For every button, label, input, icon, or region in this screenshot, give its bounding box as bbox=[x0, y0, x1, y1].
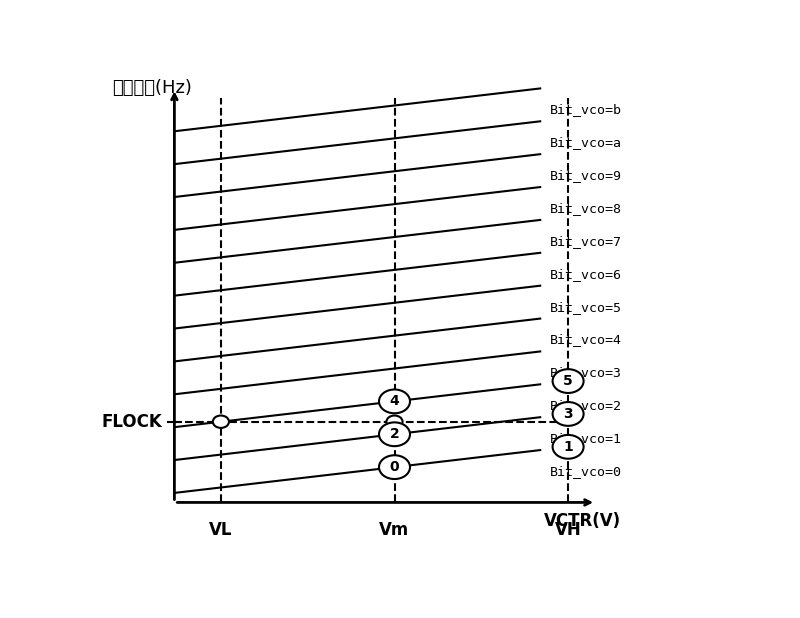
Text: Vm: Vm bbox=[379, 522, 410, 540]
Circle shape bbox=[379, 389, 410, 413]
Text: 3: 3 bbox=[563, 407, 573, 421]
Circle shape bbox=[553, 402, 584, 426]
Text: Bit_vco=b: Bit_vco=b bbox=[550, 103, 622, 116]
Text: Bit_vco=5: Bit_vco=5 bbox=[550, 300, 622, 313]
Text: 1: 1 bbox=[563, 440, 573, 454]
Text: Bit_vco=9: Bit_vco=9 bbox=[550, 169, 622, 182]
Text: Bit_vco=3: Bit_vco=3 bbox=[550, 366, 622, 379]
Text: Bit_vco=1: Bit_vco=1 bbox=[550, 432, 622, 445]
Text: Bit_vco=2: Bit_vco=2 bbox=[550, 399, 622, 412]
Circle shape bbox=[213, 415, 229, 428]
Text: 2: 2 bbox=[390, 427, 399, 441]
Text: VH: VH bbox=[554, 522, 582, 540]
Circle shape bbox=[553, 435, 584, 459]
Text: Bit_vco=8: Bit_vco=8 bbox=[550, 202, 622, 215]
Text: 5: 5 bbox=[563, 374, 573, 388]
Circle shape bbox=[553, 369, 584, 393]
Text: FLOCK: FLOCK bbox=[102, 413, 162, 431]
Text: VCTR(V): VCTR(V) bbox=[544, 512, 621, 530]
Text: Bit_vco=6: Bit_vco=6 bbox=[550, 268, 622, 281]
Circle shape bbox=[386, 415, 402, 428]
Text: Bit_vco=0: Bit_vco=0 bbox=[550, 465, 622, 478]
Text: 0: 0 bbox=[390, 460, 399, 474]
Text: Bit_vco=4: Bit_vco=4 bbox=[550, 334, 622, 347]
Circle shape bbox=[379, 422, 410, 446]
Text: 振荡时钟(Hz): 振荡时钟(Hz) bbox=[112, 79, 192, 97]
Text: Bit_vco=7: Bit_vco=7 bbox=[550, 235, 622, 248]
Text: 4: 4 bbox=[390, 394, 399, 408]
Text: VL: VL bbox=[209, 522, 233, 540]
Text: Bit_vco=a: Bit_vco=a bbox=[550, 136, 622, 149]
Circle shape bbox=[379, 455, 410, 479]
